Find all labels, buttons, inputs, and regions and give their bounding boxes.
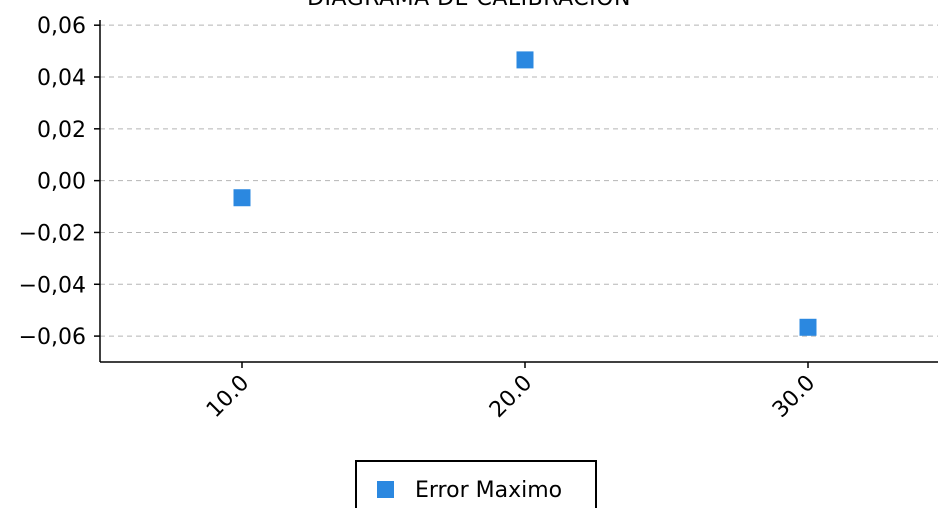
y-tick-label: 0,06 [37,14,86,39]
y-tick-label: 0,02 [37,118,86,143]
y-tick-label: −0,02 [19,221,86,246]
y-axis-ticks: 0,06 0,04 0,02 0,00 −0,02 −0,04 −0,06 [19,14,100,350]
y-tick-label: −0,04 [19,273,86,298]
legend: Error Maximo [355,460,597,508]
x-tick-label: 30.0 [768,371,820,423]
data-point [233,189,251,207]
y-tick-label: −0,06 [19,325,86,350]
x-tick-label: 20.0 [485,371,537,423]
y-tick-label: 0,00 [37,170,86,195]
grid-lines [100,24,938,337]
legend-square-marker-icon [377,481,394,498]
data-point [516,51,534,69]
chart-title: DIAGRAMA DE CALIBRACION [0,0,938,11]
x-axis-ticks: 10.0 20.0 30.0 [202,362,820,423]
data-point [799,318,817,336]
x-tick-label: 10.0 [202,371,254,423]
y-tick-label: 0,04 [37,66,86,91]
legend-label: Error Maximo [415,478,563,503]
data-points [233,51,817,336]
